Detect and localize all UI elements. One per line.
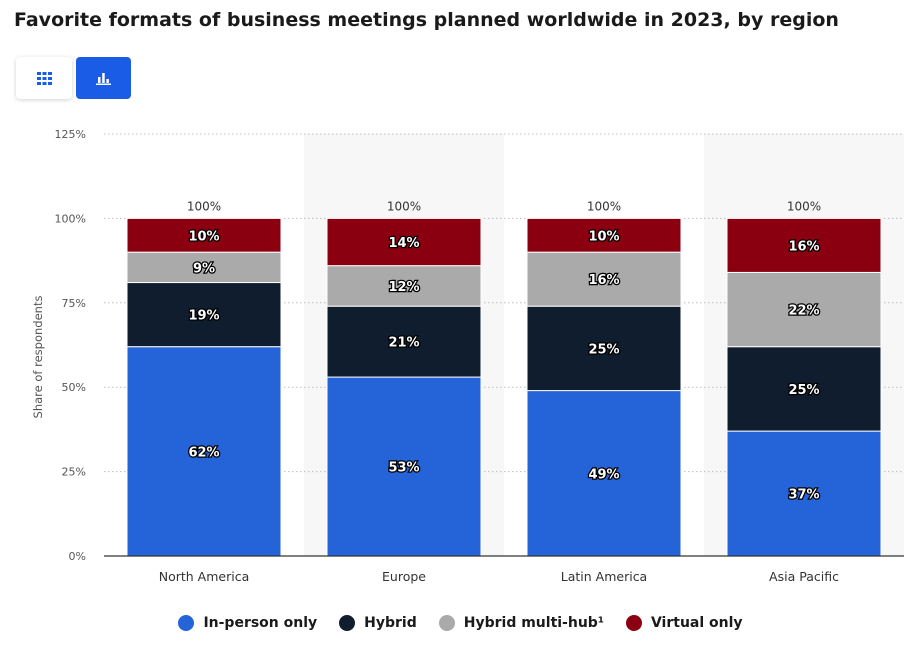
y-tick-label: 50% xyxy=(62,381,86,394)
data-label: 16% xyxy=(588,273,619,288)
data-label: 14% xyxy=(388,236,419,251)
chart-legend: In-person only Hybrid Hybrid multi-hub¹ Vir… xyxy=(0,615,921,631)
legend-item[interactable]: Hybrid xyxy=(339,615,417,631)
bar-segment xyxy=(726,346,882,432)
bar-segment xyxy=(526,217,682,253)
total-label: 100% xyxy=(587,199,621,213)
legend-label: In-person only xyxy=(203,615,318,631)
bar-segment xyxy=(126,346,282,557)
legend-item[interactable]: Hybrid multi-hub¹ xyxy=(438,615,604,631)
bar-segment xyxy=(326,376,482,557)
bar-segment xyxy=(526,251,682,307)
y-axis-title: Share of respondents xyxy=(31,296,45,419)
y-tick-label: 75% xyxy=(62,297,86,310)
legend-label: Hybrid xyxy=(364,615,417,631)
bar-segment xyxy=(126,251,282,284)
y-tick-label: 0% xyxy=(69,550,86,563)
y-tick-label: 100% xyxy=(55,212,86,225)
data-label: 10% xyxy=(188,229,219,244)
data-label: 12% xyxy=(388,280,419,295)
bar-segment xyxy=(326,217,482,267)
legend-label: Virtual only xyxy=(650,615,743,631)
chart-title: Favorite formats of business meetings pl… xyxy=(14,9,839,31)
total-label: 100% xyxy=(187,199,221,213)
legend-label: Hybrid multi-hub¹ xyxy=(463,615,604,631)
bar-segment xyxy=(726,271,882,348)
data-label: 10% xyxy=(588,229,619,244)
x-tick-label: North America xyxy=(159,569,250,584)
bar-segment xyxy=(726,430,882,557)
data-label: 25% xyxy=(588,342,619,357)
total-label: 100% xyxy=(387,199,421,213)
y-tick-label: 125% xyxy=(55,128,86,141)
data-label: 9% xyxy=(193,261,215,276)
bar-segment xyxy=(726,217,882,273)
grid-icon xyxy=(36,71,52,85)
data-label: 19% xyxy=(188,309,219,324)
chart-view-button[interactable] xyxy=(76,57,131,99)
x-tick-label: Latin America xyxy=(561,569,647,584)
legend-swatch xyxy=(178,615,195,631)
data-label: 25% xyxy=(788,383,819,398)
legend-swatch xyxy=(339,615,356,631)
data-label: 62% xyxy=(188,445,219,460)
legend-item[interactable]: Virtual only xyxy=(625,615,743,631)
legend-item[interactable]: In-person only xyxy=(178,615,317,631)
bar-chart-icon xyxy=(96,73,111,85)
legend-swatch xyxy=(625,615,642,631)
bar-segment xyxy=(126,217,282,253)
data-label: 49% xyxy=(588,467,619,482)
table-view-button[interactable] xyxy=(16,57,72,99)
y-tick-label: 25% xyxy=(62,466,86,479)
total-label: 100% xyxy=(787,199,821,213)
bar-segment xyxy=(126,282,282,348)
data-label: 22% xyxy=(788,304,819,319)
x-tick-label: Europe xyxy=(382,569,426,584)
bar-segment xyxy=(326,265,482,307)
legend-swatch xyxy=(438,615,455,631)
data-label: 16% xyxy=(788,239,819,254)
x-tick-label: Asia Pacific xyxy=(769,569,839,584)
bar-segment xyxy=(526,305,682,392)
data-label: 53% xyxy=(388,461,419,476)
data-label: 21% xyxy=(388,336,419,351)
data-label: 37% xyxy=(788,488,819,503)
